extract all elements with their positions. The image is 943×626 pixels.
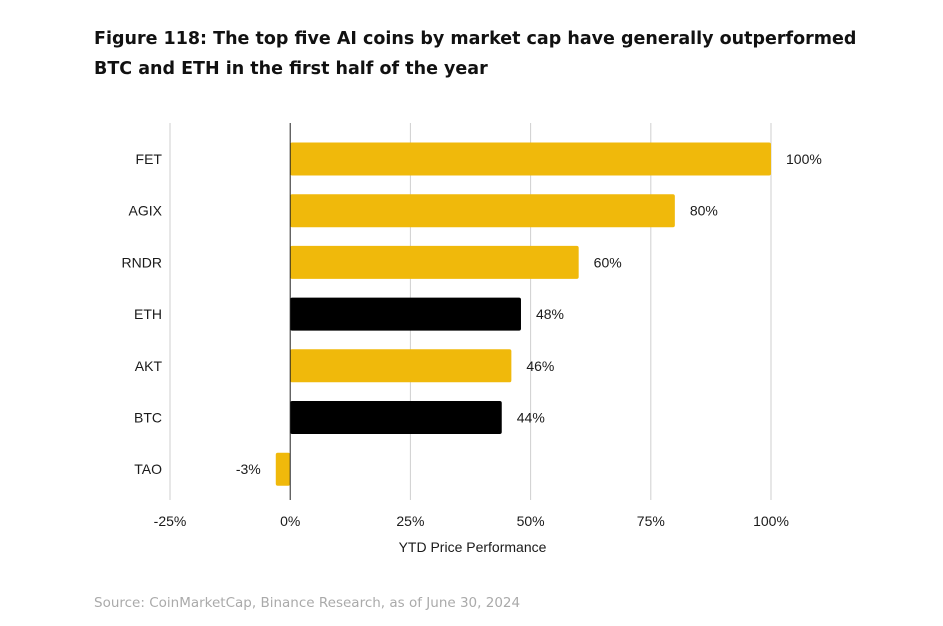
value-label: -3% [236, 461, 261, 477]
bar-btc [290, 401, 502, 434]
bar-eth [290, 297, 521, 331]
value-label: 80% [690, 203, 718, 219]
value-label: 46% [526, 358, 554, 374]
value-label: 48% [536, 306, 564, 322]
gridlines [169, 123, 772, 500]
x-tick-labels: -25% 0% 25% 50% 75% 100% [154, 513, 789, 529]
category-label: BTC [134, 410, 162, 426]
x-tick-label: 50% [517, 513, 545, 529]
value-label: 60% [594, 254, 622, 270]
category-label: TAO [134, 461, 162, 477]
value-labels: 100% 80% 60% 48% 46% 44% -3% [236, 151, 822, 477]
x-tick-label: 100% [753, 513, 789, 529]
value-label: 44% [517, 410, 545, 426]
source-note: Source: CoinMarketCap, Binance Research,… [94, 595, 521, 611]
x-tick-label: -25% [154, 513, 187, 529]
bar-rndr [290, 245, 579, 279]
x-tick-label: 75% [637, 513, 665, 529]
category-label: ETH [134, 306, 162, 322]
category-label: AKT [135, 358, 163, 374]
x-axis-label: YTD Price Performance [399, 539, 547, 555]
category-labels: FET AGIX RNDR ETH AKT BTC TAO [122, 151, 163, 477]
bar-tao [275, 452, 291, 486]
figure-title: Figure 118: The top five AI coins by mar… [94, 29, 857, 79]
x-tick-label: 0% [280, 513, 300, 529]
value-label: 100% [786, 151, 822, 167]
bar-akt [290, 349, 512, 383]
bar-fet [290, 142, 771, 176]
x-tick-label: 25% [396, 513, 424, 529]
bars [275, 142, 771, 486]
bar-agix [290, 194, 675, 228]
category-label: AGIX [129, 203, 163, 219]
category-label: FET [136, 151, 163, 167]
category-label: RNDR [122, 254, 162, 270]
